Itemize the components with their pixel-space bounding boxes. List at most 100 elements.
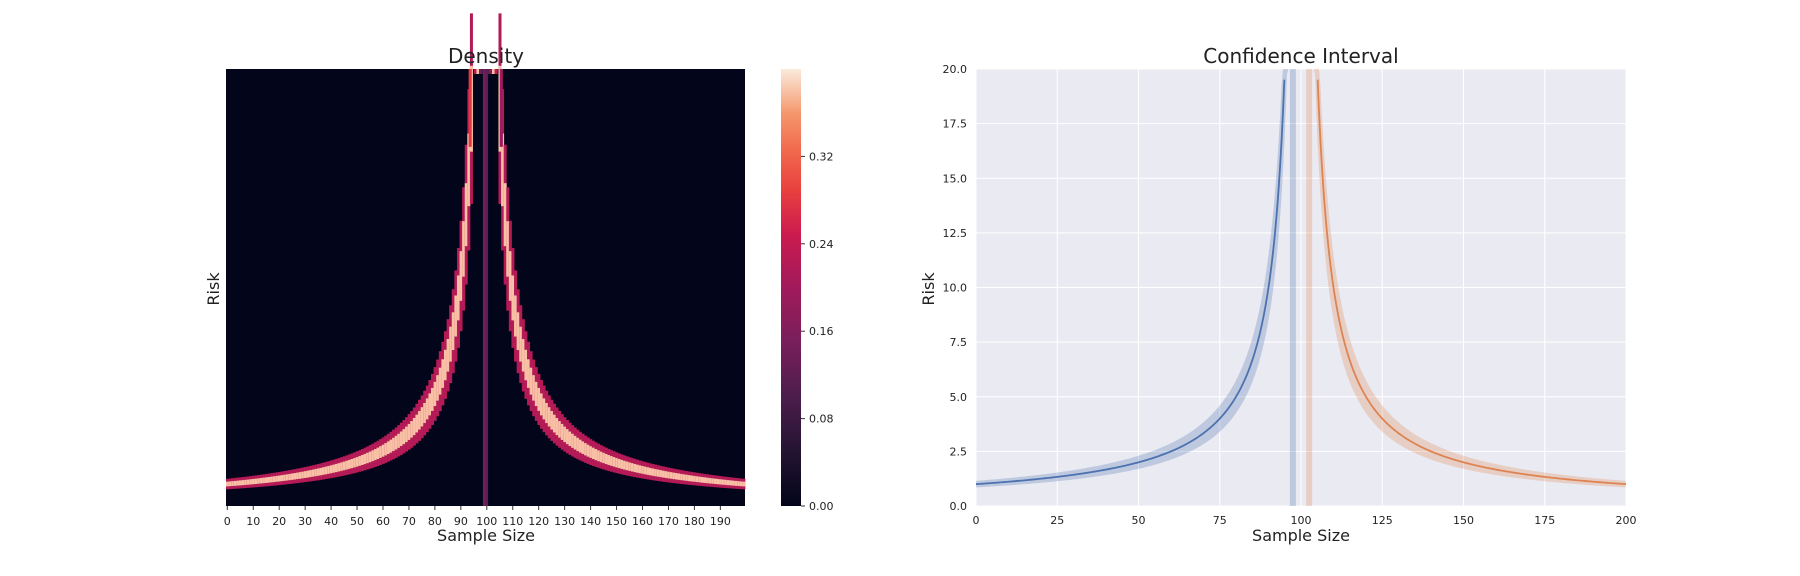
heatmap-cell (340, 462, 344, 471)
heatmap-cell (514, 295, 518, 337)
ci-y-tick-label: 17.5 (943, 118, 968, 131)
heatmap-cell (641, 465, 645, 474)
heatmap-cell (724, 479, 728, 485)
heatmap-cell (264, 477, 268, 483)
heatmap-cell (314, 469, 318, 477)
heatmap-cell (687, 475, 691, 482)
heatmap-cell (581, 441, 585, 455)
heatmap-cell (251, 478, 255, 485)
heatmap-cell (599, 451, 603, 463)
heatmap-cell (680, 473, 684, 481)
heatmap-cell (576, 437, 580, 452)
heatmap-cell (620, 459, 624, 469)
heatmap-cell (594, 449, 598, 461)
heatmap-cell (275, 475, 279, 482)
heatmap-cell (545, 402, 549, 424)
heatmap-cell (319, 467, 323, 476)
heatmap-cell (376, 447, 380, 460)
heatmap-cell (270, 476, 274, 483)
heatmap-cell (467, 133, 471, 207)
ci-x-tick-label: 175 (1534, 514, 1555, 527)
heatmap-x-tick-label: 30 (298, 515, 312, 528)
ci-mean-line (975, 79, 1286, 486)
heatmap-cell (729, 480, 733, 486)
heatmap-cell (560, 423, 564, 440)
heatmap-cell (602, 452, 606, 464)
heatmap-x-tick-label: 170 (658, 515, 679, 528)
ci-y-tick-label: 2.5 (950, 445, 968, 458)
heatmap-cell (451, 312, 455, 351)
heatmap-cell (555, 417, 559, 436)
ci-singularity-band (1289, 69, 1296, 506)
heatmap-cell (241, 480, 245, 486)
heatmap-cell (698, 476, 702, 483)
ci-x-tick-label: 125 (1372, 514, 1393, 527)
heatmap-cell (332, 464, 336, 473)
heatmap-cell (259, 478, 263, 484)
heatmap-cell (623, 460, 627, 470)
heatmap-cell (244, 479, 248, 485)
ci-y-tick-label: 5.0 (950, 391, 968, 404)
heatmap-cell (713, 478, 717, 484)
heatmap-cell (397, 433, 401, 448)
heatmap-cell (412, 417, 416, 436)
heatmap-cell (394, 435, 398, 450)
heatmap-cell (355, 457, 359, 467)
heatmap-cell (420, 407, 424, 427)
heatmap-cell (516, 312, 520, 351)
colorbar-ticks: 0.00 0.08 0.16 0.24 0.32 (801, 150, 834, 513)
ci-title: Confidence Interval (1203, 44, 1398, 68)
heatmap-cell (719, 479, 723, 485)
heatmap-cell (661, 470, 665, 478)
heatmap-cell (254, 478, 258, 484)
ci-chart: 0 25 50 75 100 125 150 175 200 0.0 2.5 5.0 7.5 10.0 1… (919, 44, 1637, 545)
heatmap-cell (386, 441, 390, 455)
heatmap-cell (228, 481, 232, 487)
heatmap-cell (290, 473, 294, 480)
heatmap-cell (441, 359, 445, 388)
heatmap-cell (700, 477, 704, 483)
ci-x-tick-label: 100 (1291, 514, 1312, 527)
heatmap-cell (436, 375, 440, 401)
heatmap-cell (384, 443, 388, 456)
heatmap-xlabel: Sample Size (437, 526, 535, 545)
heatmap-cell (438, 367, 442, 395)
heatmap-cell (462, 221, 466, 277)
heatmap-cell (301, 471, 305, 479)
ci-y-tick-label: 20.0 (943, 63, 968, 76)
heatmap-cell (342, 461, 346, 471)
heatmap-cell (521, 339, 525, 372)
heatmap-cell (674, 473, 678, 480)
heatmap-cell (721, 479, 725, 485)
ci-mean-line (1316, 79, 1627, 486)
heatmap-cell (646, 467, 650, 475)
heatmap-cell (659, 470, 663, 478)
heatmap-cell (589, 446, 593, 458)
heatmap-x-tick-label: 10 (246, 515, 260, 528)
colorbar-tick-label: 0.08 (809, 413, 834, 426)
heatmap-cell (610, 456, 614, 466)
heatmap-x-tick-label: 50 (350, 515, 364, 528)
ci-y-tick-label: 15.0 (943, 172, 968, 185)
heatmap-cell (363, 453, 367, 465)
heatmap-cell (306, 470, 310, 478)
heatmap-cell (309, 470, 313, 478)
heatmap-cell (648, 467, 652, 476)
heatmap-cell (298, 472, 302, 479)
heatmap-cell (654, 469, 658, 477)
heatmap-cell (669, 472, 673, 479)
ci-y-tick-label: 12.5 (943, 227, 968, 240)
heatmap-ylabel: Risk (204, 272, 223, 306)
heatmap-cell (303, 471, 307, 478)
heatmap-cell (519, 326, 523, 362)
heatmap-x-tick-label: 190 (710, 515, 731, 528)
heatmap-cell (643, 466, 647, 475)
heatmap-cell (454, 295, 458, 337)
heatmap-x-tick-label: 180 (684, 515, 705, 528)
heatmap-cell (360, 455, 364, 465)
heatmap-cell (682, 474, 686, 481)
heatmap-cell (485, 69, 489, 506)
heatmap-cell (402, 429, 406, 445)
heatmap-cell (366, 452, 370, 464)
